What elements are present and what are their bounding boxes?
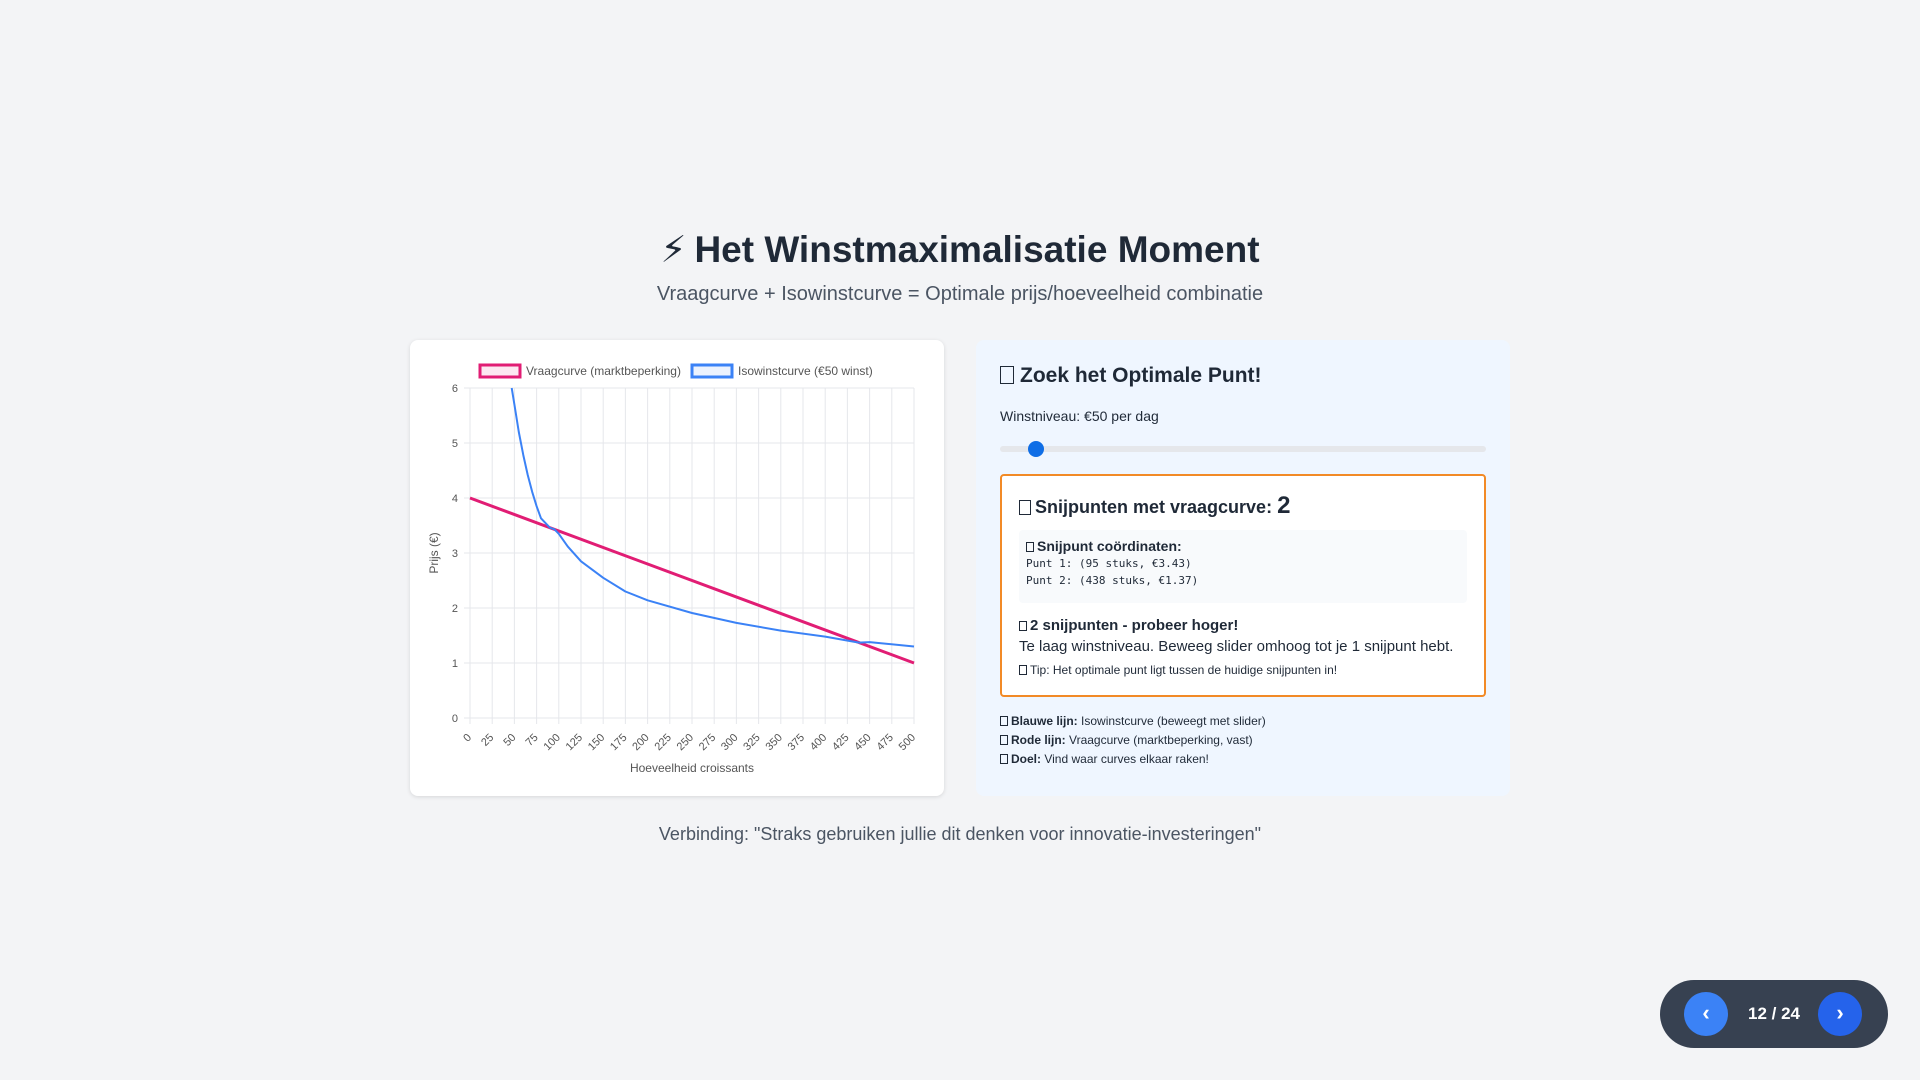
page-title-text: Het Winstmaximalisatie Moment (694, 229, 1260, 270)
legend-note-value: Vind waar curves elkaar raken! (1044, 752, 1209, 766)
y-tick-label: 4 (452, 493, 458, 505)
status-title-text: 2 snijpunten - probeer hoger! (1030, 617, 1239, 634)
legend-swatch (478, 363, 522, 379)
x-tick-label: 50 (501, 732, 518, 749)
chart-card: 0 25 50 75 100 125 150 175 200 225 250 275 300 325 350… (410, 340, 944, 796)
next-slide-button[interactable]: › (1818, 992, 1862, 1036)
profit-slider[interactable] (1000, 441, 1486, 457)
legend-swatch (690, 363, 734, 379)
previous-slide-button[interactable]: ‹ (1684, 992, 1728, 1036)
x-tick-label: 425 (830, 732, 851, 753)
chevron-left-icon: ‹ (1702, 1000, 1710, 1025)
result-box: Snijpunten met vraagcurve: 2 Snijpunt co… (1000, 474, 1486, 697)
x-tick-label: 175 (608, 732, 629, 753)
tip-text: Tip: Het optimale punt ligt tussen de hu… (1030, 663, 1338, 677)
point-2: Punt 2: (438 stuks, €1.37) (1026, 574, 1199, 587)
legend-notes: Blauwe lijn: Isowinstcurve (beweegt met … (1000, 714, 1486, 766)
x-tick-label: 250 (675, 732, 696, 753)
demand-curve-line (469, 496, 915, 665)
panel-title: Zoek het Optimale Punt! (1000, 364, 1486, 388)
warning-icon (1019, 621, 1027, 631)
legend-note-red: Rode lijn: Vraagcurve (marktbeperking, v… (1000, 733, 1486, 747)
x-tick-label: 475 (874, 732, 895, 753)
panel-title-text: Zoek het Optimale Punt! (1020, 364, 1262, 387)
x-tick-label: 200 (630, 732, 651, 753)
x-axis-label: Hoeveelheid croissants (630, 761, 754, 775)
y-tick-label: 1 (452, 658, 458, 670)
red-dot-icon (1000, 735, 1008, 745)
x-tick-label: 100 (541, 732, 562, 753)
x-tick-label: 275 (697, 732, 718, 753)
result-title: Snijpunten met vraagcurve: 2 (1019, 492, 1467, 520)
x-tick-label: 325 (741, 732, 762, 753)
page-subtitle: Vraagcurve + Isowinstcurve = Optimale pr… (656, 283, 1264, 305)
lightbulb-icon (1019, 665, 1027, 675)
blue-dot-icon (1000, 716, 1008, 726)
x-tick-label: 25 (479, 732, 496, 749)
x-tick-label: 300 (719, 732, 740, 753)
x-tick-label: 75 (524, 732, 541, 749)
x-tick-label: 150 (586, 732, 607, 753)
x-tick-label: 450 (852, 732, 873, 753)
legend-label: Vraagcurve (marktbeperking) (526, 364, 681, 378)
tip: Tip: Het optimale punt ligt tussen de hu… (1019, 663, 1467, 677)
slide-counter: 12 / 24 (1748, 1004, 1800, 1023)
point-1: Punt 1: (95 stuks, €3.43) (1026, 557, 1192, 570)
status-title: 2 snijpunten - probeer hoger! (1019, 617, 1467, 634)
y-tick-label: 3 (452, 548, 458, 560)
target-icon (1000, 366, 1014, 384)
result-title-text: Snijpunten met vraagcurve: (1035, 497, 1273, 517)
intersection-count: 2 (1277, 492, 1291, 519)
profit-chart: 0 25 50 75 100 125 150 175 200 225 250 275 300 325 350… (427, 363, 918, 775)
legend-label: Isowinstcurve (€50 winst) (738, 364, 873, 378)
slide-navigation: ‹ 12 / 24 › (1660, 980, 1888, 1048)
coordinates-title-text: Snijpunt coördinaten: (1037, 538, 1182, 554)
x-tick-label: 400 (808, 732, 829, 753)
status-text: Te laag winstniveau. Beweeg slider omhoo… (1019, 638, 1454, 655)
optimal-point-panel: Zoek het Optimale Punt! Winstniveau: €50… (976, 340, 1510, 796)
legend-note-key: Rode lijn: (1011, 733, 1066, 747)
legend-note-goal: Doel: Vind waar curves elkaar raken! (1000, 752, 1486, 766)
legend-note-value: Isowinstcurve (beweegt met slider) (1081, 714, 1266, 728)
legend-note-value: Vraagcurve (marktbeperking, vast) (1069, 733, 1253, 747)
x-tick-label: 225 (652, 732, 673, 753)
slider-thumb[interactable] (1028, 441, 1045, 457)
legend-note-blue: Blauwe lijn: Isowinstcurve (beweegt met … (1000, 714, 1486, 728)
y-tick-label: 0 (452, 713, 458, 725)
y-tick-label: 5 (452, 438, 458, 450)
legend-note-key: Blauwe lijn: (1011, 714, 1078, 728)
legend-note-key: Doel: (1011, 752, 1041, 766)
pin-icon (1026, 542, 1034, 552)
coordinates-title: Snijpunt coördinaten: (1026, 538, 1460, 554)
page-title: ⚡ Het Winstmaximalisatie Moment (0, 228, 1920, 271)
y-axis-label: Prijs (€) (427, 532, 441, 573)
isoprofit-curve-line (510, 387, 915, 648)
goal-icon (1000, 754, 1008, 764)
x-tick-label: 375 (786, 732, 807, 753)
x-tick-label: 500 (897, 732, 918, 753)
coordinates-box: Snijpunt coördinaten: Punt 1: (95 stuks,… (1019, 530, 1467, 603)
x-tick-label: 125 (564, 732, 585, 753)
lightning-icon: ⚡ (660, 229, 687, 270)
intersection-icon (1019, 500, 1031, 515)
connection-text: Verbinding: "Straks gebruiken jullie dit… (658, 824, 1262, 844)
x-tick-label: 0 (461, 732, 474, 745)
y-tick-label: 6 (452, 383, 458, 395)
x-tick-label: 350 (763, 732, 784, 753)
y-tick-label: 2 (452, 603, 458, 615)
slider-label: Winstniveau: €50 per dag (1000, 408, 1159, 424)
chevron-right-icon: › (1836, 1000, 1844, 1025)
